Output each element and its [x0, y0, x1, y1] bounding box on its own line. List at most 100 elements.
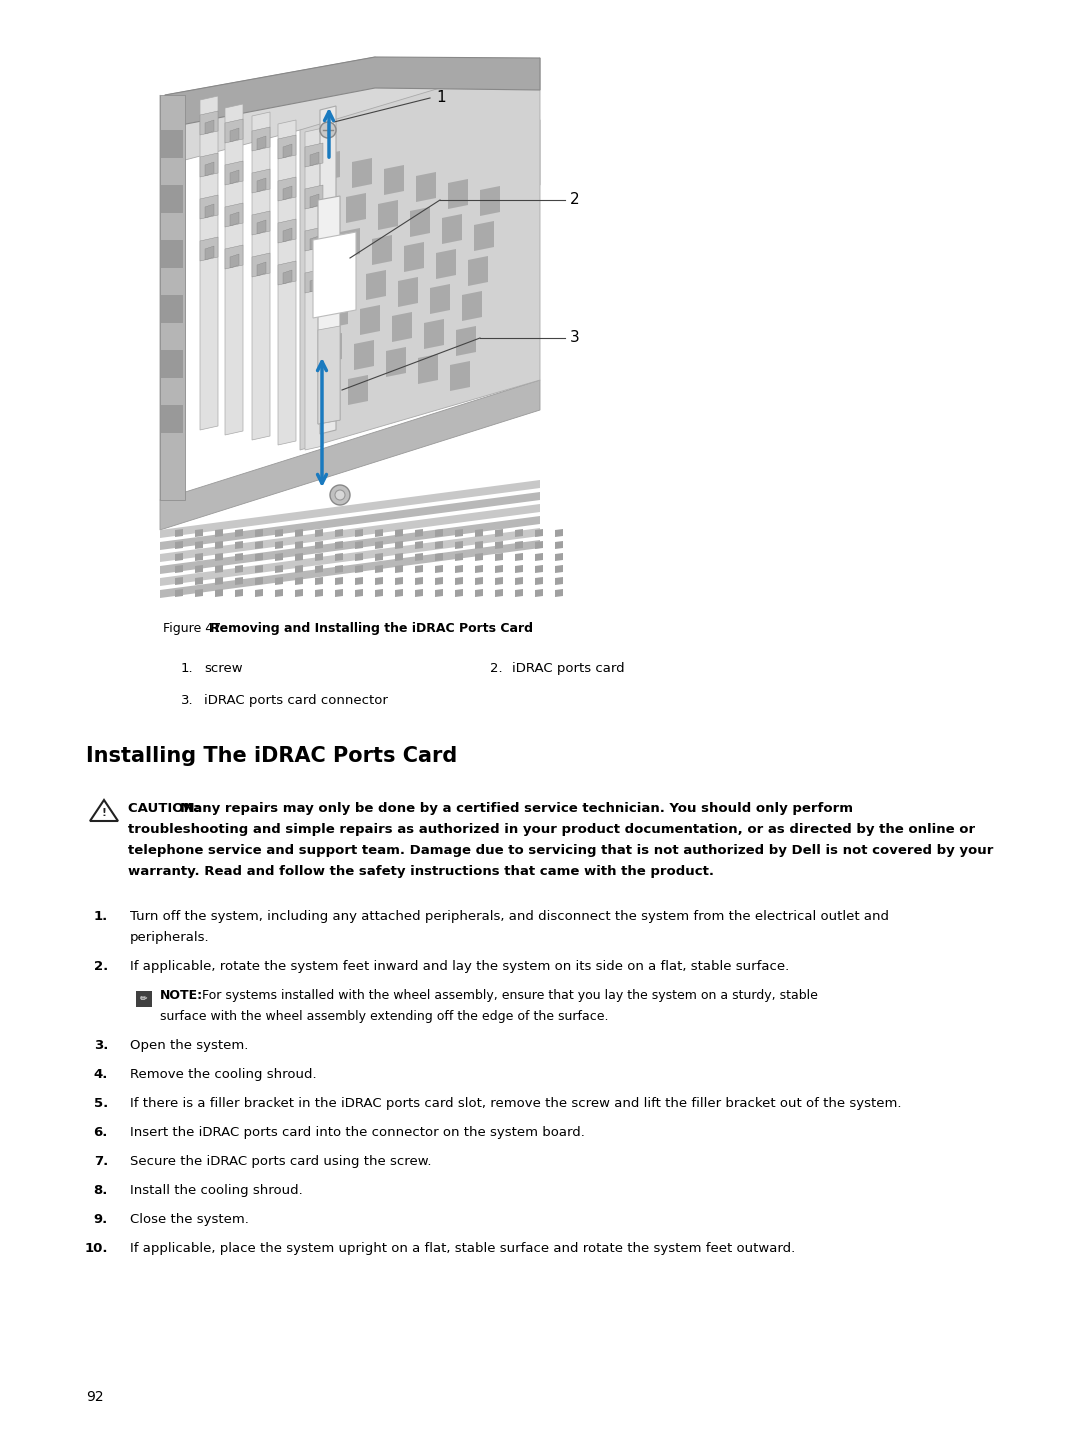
Polygon shape	[175, 541, 183, 549]
Polygon shape	[384, 165, 404, 195]
Polygon shape	[475, 576, 483, 585]
Polygon shape	[160, 528, 540, 587]
Polygon shape	[372, 235, 392, 265]
Polygon shape	[275, 554, 283, 561]
Polygon shape	[355, 576, 363, 585]
Polygon shape	[395, 565, 403, 574]
Polygon shape	[475, 554, 483, 561]
Polygon shape	[235, 554, 243, 561]
Text: If applicable, place the system upright on a flat, stable surface and rotate the: If applicable, place the system upright …	[130, 1242, 795, 1255]
Polygon shape	[310, 152, 319, 166]
Polygon shape	[200, 96, 218, 430]
Text: 1.: 1.	[94, 911, 108, 923]
Text: warranty. Read and follow the safety instructions that came with the product.: warranty. Read and follow the safety ins…	[129, 865, 714, 878]
Polygon shape	[375, 565, 383, 574]
Polygon shape	[335, 589, 343, 597]
Polygon shape	[255, 541, 264, 549]
Polygon shape	[335, 541, 343, 549]
Polygon shape	[252, 169, 270, 194]
Polygon shape	[455, 589, 463, 597]
Polygon shape	[415, 529, 423, 536]
Polygon shape	[322, 333, 342, 363]
Polygon shape	[535, 589, 543, 597]
Polygon shape	[335, 529, 343, 536]
Polygon shape	[275, 589, 283, 597]
Text: ✏: ✏	[140, 995, 148, 1004]
Polygon shape	[435, 589, 443, 597]
Polygon shape	[335, 576, 343, 585]
Polygon shape	[442, 214, 462, 244]
Text: Close the system.: Close the system.	[130, 1213, 248, 1226]
Polygon shape	[495, 576, 503, 585]
Polygon shape	[160, 480, 540, 538]
Polygon shape	[495, 554, 503, 561]
Text: 3.: 3.	[181, 694, 193, 707]
Polygon shape	[515, 529, 523, 536]
Polygon shape	[257, 178, 266, 192]
Polygon shape	[395, 541, 403, 549]
Polygon shape	[435, 529, 443, 536]
Text: 6.: 6.	[94, 1126, 108, 1139]
Polygon shape	[230, 212, 239, 227]
Polygon shape	[252, 128, 270, 151]
Text: surface with the wheel assembly extending off the edge of the surface.: surface with the wheel assembly extendin…	[160, 1010, 608, 1022]
Polygon shape	[415, 541, 423, 549]
Polygon shape	[278, 176, 296, 201]
Polygon shape	[175, 576, 183, 585]
Polygon shape	[235, 589, 243, 597]
Polygon shape	[175, 554, 183, 561]
Bar	[161, 350, 183, 379]
Polygon shape	[295, 529, 303, 536]
Polygon shape	[257, 136, 266, 151]
Polygon shape	[375, 576, 383, 585]
Polygon shape	[415, 589, 423, 597]
Polygon shape	[535, 554, 543, 561]
Polygon shape	[215, 529, 222, 536]
Text: Installing The iDRAC Ports Card: Installing The iDRAC Ports Card	[86, 746, 457, 766]
Polygon shape	[355, 529, 363, 536]
Polygon shape	[515, 565, 523, 574]
Text: 7.: 7.	[94, 1154, 108, 1169]
Polygon shape	[295, 589, 303, 597]
Polygon shape	[320, 151, 340, 181]
Text: 1: 1	[436, 90, 446, 106]
Polygon shape	[395, 576, 403, 585]
Polygon shape	[205, 247, 214, 260]
Polygon shape	[295, 554, 303, 561]
Polygon shape	[535, 565, 543, 574]
Polygon shape	[315, 589, 323, 597]
Polygon shape	[175, 589, 183, 597]
Bar	[161, 130, 183, 158]
Polygon shape	[515, 541, 523, 549]
Polygon shape	[386, 347, 406, 377]
Polygon shape	[257, 262, 266, 275]
Text: 9.: 9.	[94, 1213, 108, 1226]
Polygon shape	[455, 554, 463, 561]
Polygon shape	[395, 589, 403, 597]
Polygon shape	[278, 219, 296, 242]
Polygon shape	[305, 128, 323, 450]
Polygon shape	[160, 541, 540, 598]
Polygon shape	[360, 305, 380, 336]
Text: 2.: 2.	[490, 663, 502, 675]
Polygon shape	[230, 171, 239, 184]
Polygon shape	[314, 186, 334, 217]
Polygon shape	[535, 576, 543, 585]
Polygon shape	[315, 576, 323, 585]
Polygon shape	[328, 298, 348, 328]
Polygon shape	[395, 529, 403, 536]
Polygon shape	[495, 589, 503, 597]
Polygon shape	[225, 204, 243, 227]
Polygon shape	[295, 565, 303, 574]
Polygon shape	[435, 554, 443, 561]
Polygon shape	[305, 270, 323, 293]
Polygon shape	[436, 250, 456, 280]
Polygon shape	[225, 245, 243, 270]
Text: telephone service and support team. Damage due to servicing that is not authoriz: telephone service and support team. Dama…	[129, 845, 994, 858]
Polygon shape	[515, 576, 523, 585]
Polygon shape	[283, 143, 292, 158]
Polygon shape	[278, 120, 296, 445]
Polygon shape	[430, 284, 450, 314]
Polygon shape	[555, 554, 563, 561]
Polygon shape	[195, 576, 203, 585]
